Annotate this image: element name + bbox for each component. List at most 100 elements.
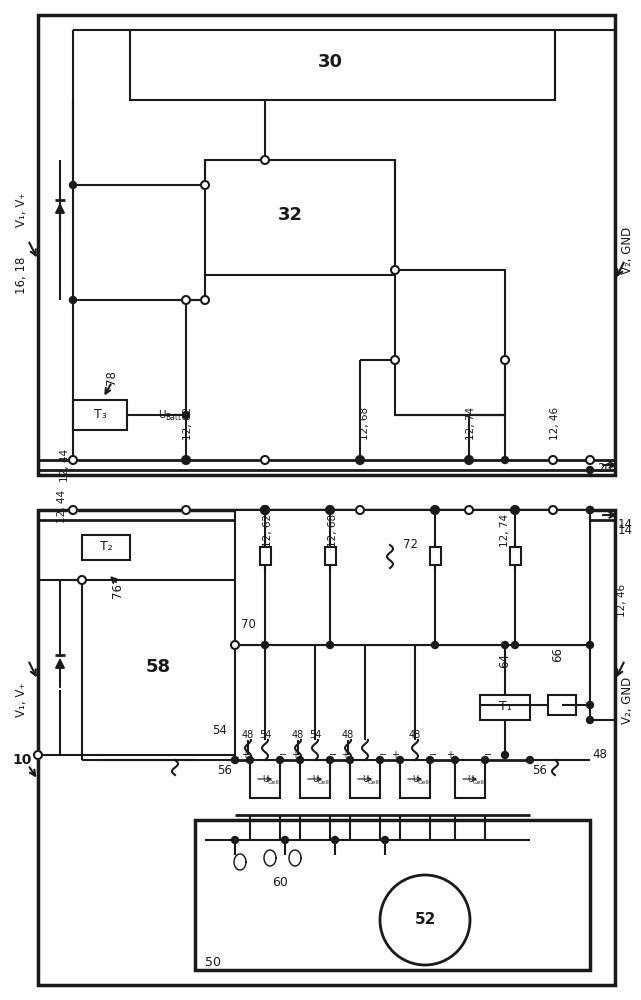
Text: 54: 54 bbox=[309, 730, 321, 740]
Bar bbox=[82, 580, 235, 755]
Text: +: + bbox=[391, 750, 399, 760]
Circle shape bbox=[201, 181, 209, 189]
Circle shape bbox=[326, 642, 333, 648]
Circle shape bbox=[587, 466, 594, 474]
Text: Cell: Cell bbox=[268, 780, 279, 784]
Circle shape bbox=[391, 266, 399, 274]
Text: +: + bbox=[241, 750, 249, 760]
Text: 12, 44: 12, 44 bbox=[57, 489, 67, 523]
Circle shape bbox=[356, 456, 363, 464]
Text: 54: 54 bbox=[213, 724, 228, 736]
Circle shape bbox=[182, 296, 190, 304]
Text: U: U bbox=[467, 774, 473, 784]
Circle shape bbox=[231, 641, 239, 649]
Circle shape bbox=[247, 756, 253, 764]
Circle shape bbox=[261, 456, 269, 464]
Bar bbox=[455, 760, 485, 798]
Circle shape bbox=[481, 756, 488, 764]
Bar bbox=[430, 547, 441, 565]
Bar bbox=[195, 820, 590, 970]
Circle shape bbox=[326, 756, 333, 764]
Circle shape bbox=[465, 506, 473, 514]
Text: −: − bbox=[379, 750, 387, 760]
Text: Cell: Cell bbox=[318, 780, 329, 784]
Text: 30: 30 bbox=[317, 53, 342, 71]
Circle shape bbox=[397, 756, 403, 764]
Text: 78: 78 bbox=[106, 371, 119, 385]
Text: V₁, V₊: V₁, V₊ bbox=[15, 193, 28, 227]
Bar bbox=[400, 760, 430, 798]
Text: +: + bbox=[291, 750, 299, 760]
Text: 48: 48 bbox=[342, 730, 354, 740]
Circle shape bbox=[587, 506, 594, 514]
Text: 66: 66 bbox=[551, 648, 565, 662]
Text: V₂, GND: V₂, GND bbox=[622, 226, 635, 274]
Circle shape bbox=[356, 456, 364, 464]
Circle shape bbox=[356, 506, 364, 514]
Circle shape bbox=[261, 156, 269, 164]
Circle shape bbox=[426, 756, 433, 764]
Circle shape bbox=[526, 756, 533, 764]
Bar bbox=[250, 760, 280, 798]
Text: 58: 58 bbox=[146, 658, 171, 676]
Circle shape bbox=[501, 356, 509, 364]
Bar bbox=[260, 547, 271, 565]
Text: Cell: Cell bbox=[473, 780, 485, 784]
Text: Cell: Cell bbox=[368, 780, 379, 784]
Text: −: − bbox=[329, 750, 337, 760]
Bar bbox=[73, 400, 127, 430]
Text: 76: 76 bbox=[112, 582, 124, 597]
Text: Cell: Cell bbox=[418, 780, 429, 784]
Circle shape bbox=[331, 836, 338, 844]
Bar bbox=[82, 535, 130, 560]
Text: T₁: T₁ bbox=[499, 700, 512, 714]
Text: 10: 10 bbox=[12, 753, 31, 767]
Text: 12, 46: 12, 46 bbox=[617, 583, 627, 617]
Bar bbox=[350, 760, 380, 798]
Circle shape bbox=[451, 756, 458, 764]
Bar bbox=[235, 510, 590, 645]
Circle shape bbox=[501, 642, 508, 648]
Text: U: U bbox=[158, 410, 165, 420]
Bar bbox=[38, 510, 615, 985]
Circle shape bbox=[549, 456, 557, 464]
Circle shape bbox=[326, 506, 333, 514]
Text: 48: 48 bbox=[242, 730, 254, 740]
Text: 12, 68: 12, 68 bbox=[328, 513, 338, 547]
Circle shape bbox=[501, 752, 508, 758]
Circle shape bbox=[297, 756, 303, 764]
Text: 48: 48 bbox=[592, 748, 608, 762]
Text: Batt: Batt bbox=[165, 414, 181, 422]
Text: 12, 46: 12, 46 bbox=[550, 407, 560, 440]
Circle shape bbox=[261, 506, 269, 514]
Circle shape bbox=[69, 506, 77, 514]
Text: U: U bbox=[312, 774, 318, 784]
Circle shape bbox=[465, 456, 472, 464]
Text: U: U bbox=[412, 774, 418, 784]
Bar bbox=[480, 695, 530, 720]
Circle shape bbox=[183, 456, 190, 464]
Text: 20: 20 bbox=[597, 462, 612, 475]
Circle shape bbox=[262, 642, 269, 648]
Circle shape bbox=[381, 836, 388, 844]
Circle shape bbox=[512, 642, 519, 648]
Text: 12, 74: 12, 74 bbox=[466, 407, 476, 440]
Circle shape bbox=[465, 456, 473, 464]
Bar bbox=[548, 695, 576, 715]
Text: 70: 70 bbox=[240, 618, 255, 632]
Circle shape bbox=[281, 836, 288, 844]
Circle shape bbox=[501, 456, 508, 464]
Circle shape bbox=[69, 296, 76, 304]
Bar bbox=[325, 547, 336, 565]
Text: 14: 14 bbox=[617, 518, 633, 532]
Circle shape bbox=[376, 756, 383, 764]
Text: 32: 32 bbox=[278, 206, 303, 224]
Circle shape bbox=[231, 756, 238, 764]
Text: V₂, GND: V₂, GND bbox=[622, 676, 635, 724]
Circle shape bbox=[431, 506, 439, 514]
Circle shape bbox=[231, 836, 238, 844]
Circle shape bbox=[586, 456, 594, 464]
Text: 72: 72 bbox=[403, 538, 417, 552]
Text: −: − bbox=[429, 750, 437, 760]
Circle shape bbox=[69, 182, 76, 188]
